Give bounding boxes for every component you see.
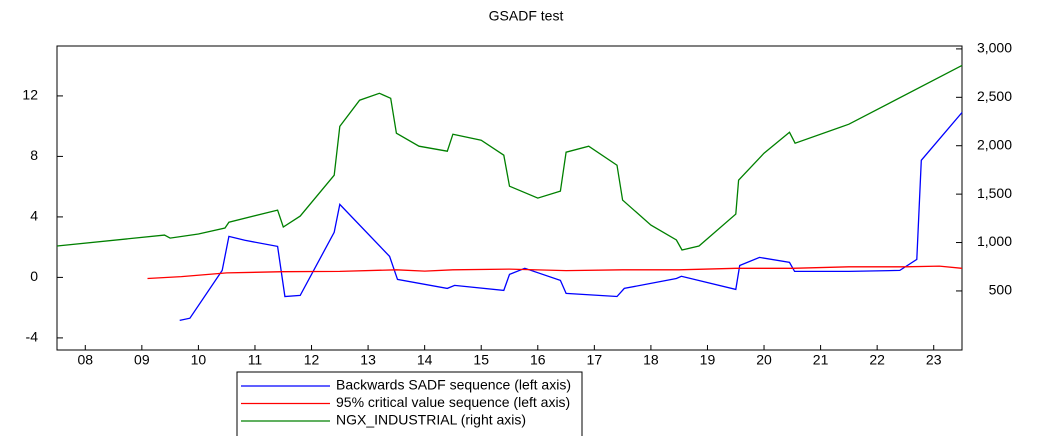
series-line	[147, 265, 963, 280]
x-tick-label: 12	[304, 352, 320, 368]
x-tick-label: 11	[248, 352, 263, 368]
x-tick-label: 13	[360, 352, 376, 368]
y2-tick-label: 1,000	[977, 233, 1012, 249]
x-tick-label: 15	[473, 352, 489, 368]
legend-label: NGX_INDUSTRIAL (right axis)	[336, 412, 526, 428]
y-tick-label: 8	[30, 147, 38, 163]
x-tick-label: 21	[813, 352, 829, 368]
x-tick-label: 23	[926, 352, 942, 368]
x-tick-label: 09	[134, 352, 150, 368]
series-line	[56, 64, 963, 251]
x-tick-label: 17	[587, 352, 603, 368]
x-tick-label: 16	[530, 352, 546, 368]
x-tick-label: 10	[191, 352, 207, 368]
y-tick-label: 12	[22, 87, 38, 103]
x-tick-label: 08	[77, 352, 93, 368]
y-tick-label: 4	[30, 208, 38, 224]
x-tick-label: 19	[700, 352, 716, 368]
legend-label: Backwards SADF sequence (left axis)	[336, 377, 571, 393]
y2-tick-label: 500	[989, 282, 1013, 298]
x-tick-label: 18	[643, 352, 659, 368]
y2-tick-label: 1,500	[977, 185, 1012, 201]
plot-frame	[56, 45, 963, 351]
x-tick-label: 22	[869, 352, 885, 368]
legend-frame	[236, 371, 583, 436]
legend-label: 95% critical value sequence (left axis)	[336, 394, 570, 410]
y2-tick-label: 2,000	[977, 136, 1012, 152]
y2-tick-label: 2,500	[977, 88, 1012, 104]
y-tick-label: 0	[30, 268, 38, 284]
y2-tick-label: 3,000	[977, 40, 1012, 56]
x-tick-label: 20	[756, 352, 772, 368]
series-line	[179, 112, 963, 322]
x-tick-label: 14	[417, 352, 433, 368]
y-tick-label: -4	[26, 329, 39, 345]
chart-title: GSADF test	[489, 8, 564, 24]
